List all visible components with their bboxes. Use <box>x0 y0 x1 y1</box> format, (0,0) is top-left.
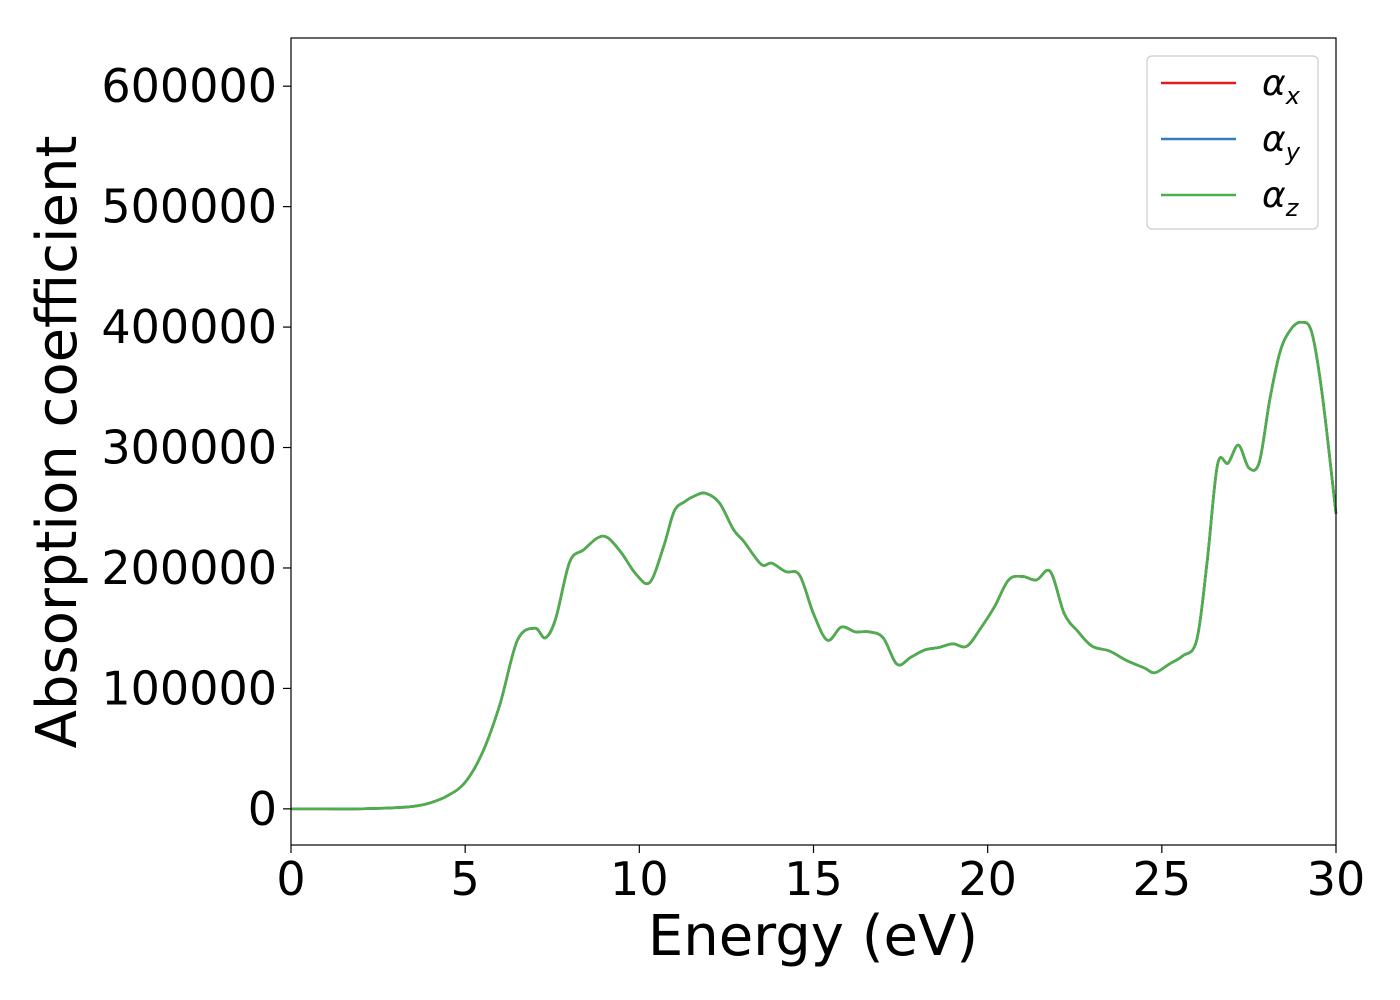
y-axis: 0 100000 200000 300000 400000 500000 600000 <box>101 59 291 836</box>
y-tick-label: 600000 <box>101 59 277 113</box>
legend-label-symbol: α <box>1262 63 1286 104</box>
y-tick-label: 300000 <box>101 421 277 475</box>
legend-label-y: αy <box>1262 119 1301 166</box>
legend-label-subscript: x <box>1285 82 1301 110</box>
y-tick-label: 500000 <box>101 180 277 234</box>
y-tick-label: 100000 <box>101 661 277 715</box>
legend-label-symbol: α <box>1262 119 1286 160</box>
x-tick-label: 25 <box>1133 852 1192 906</box>
x-tick-label: 10 <box>610 852 669 906</box>
x-tick-label: 5 <box>451 852 480 906</box>
x-axis: 0 5 10 15 20 25 30 <box>276 845 1365 906</box>
legend-label-symbol: α <box>1262 175 1286 216</box>
x-axis-title: Energy (eV) <box>648 904 978 969</box>
x-tick-label: 20 <box>958 852 1017 906</box>
legend-label-z: αz <box>1262 175 1300 222</box>
y-tick-label: 400000 <box>101 300 277 354</box>
y-tick-label: 0 <box>248 782 277 836</box>
legend-label-subscript: y <box>1285 138 1301 166</box>
series-layer <box>291 320 1338 811</box>
legend-label-x: αx <box>1262 63 1301 110</box>
x-tick-label: 0 <box>276 852 305 906</box>
x-tick-label: 15 <box>784 852 843 906</box>
y-tick-label: 200000 <box>101 541 277 595</box>
legend-box <box>1146 55 1319 230</box>
legend-label-subscript: z <box>1285 194 1300 222</box>
series-line-z <box>291 320 1338 811</box>
x-tick-label: 30 <box>1307 852 1366 906</box>
y-axis-title: Absorption coefficient <box>25 136 90 749</box>
